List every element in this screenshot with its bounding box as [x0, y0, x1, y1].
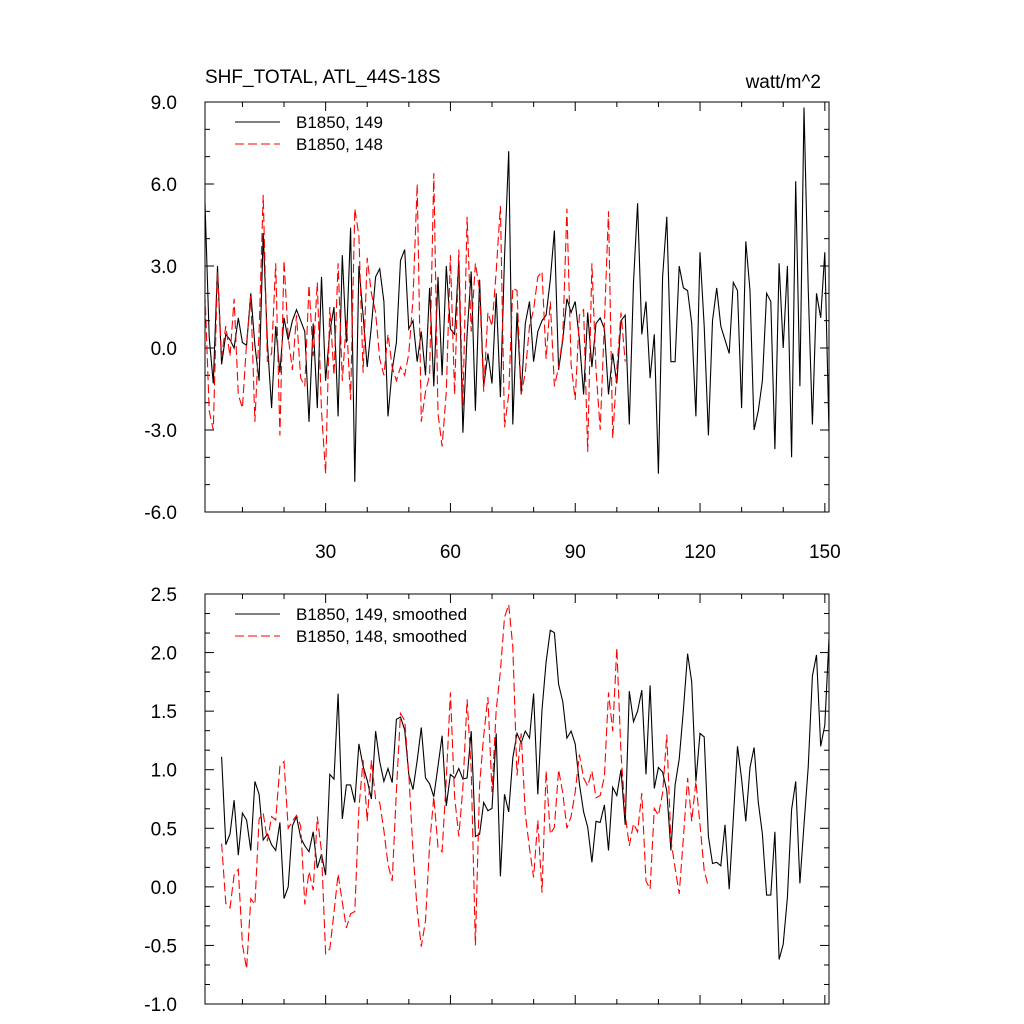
y-tick-label: 0.5	[151, 819, 177, 840]
x-tick-label: 60	[440, 542, 461, 563]
y-tick-label: 0.0	[151, 878, 177, 899]
x-tick-label: 30	[315, 542, 336, 563]
x-tick-label: 120	[684, 542, 716, 563]
legend-label: B1850, 148	[296, 135, 383, 154]
chart-top-panel: -6.0 -3.0 0.0 3.0 6.0 9.0 30 60 90 120 150 SHF_TOTA…	[144, 67, 840, 563]
series-line-red	[205, 173, 626, 474]
legend-label: B1850, 149	[296, 113, 383, 132]
plot-frame	[204, 101, 830, 513]
legend-label: B1850, 149, smoothed	[296, 605, 467, 624]
y-tick-label: 0.0	[151, 339, 177, 360]
y-tick-label: 6.0	[151, 175, 177, 196]
y-tick-label: 2.5	[151, 585, 177, 606]
y-tick-label: 9.0	[151, 93, 177, 114]
y-tick-label: 3.0	[151, 257, 177, 278]
legend-label: B1850, 148, smoothed	[296, 627, 467, 646]
series-line-black	[221, 629, 829, 960]
y-tick-label: -6.0	[144, 503, 177, 524]
y-tick-label: -1.0	[144, 995, 177, 1016]
chart-bottom-panel: -1.0 -0.5 0.0 0.5 1.0 1.5 2.0 2.5 B1850, 149, sm…	[144, 585, 830, 1016]
series-line-red	[221, 604, 709, 969]
x-tick-label: 150	[809, 542, 841, 563]
series-line-black	[205, 107, 829, 482]
y-tick-label: -0.5	[144, 936, 177, 957]
plot-frame	[204, 593, 830, 1005]
x-tick-label: 90	[565, 542, 586, 563]
y-tick-label: 1.0	[151, 761, 177, 782]
y-tick-label: -3.0	[144, 421, 177, 442]
units-label: watt/m^2	[745, 72, 821, 93]
y-tick-label: 1.5	[151, 702, 177, 723]
y-tick-label: 2.0	[151, 644, 177, 665]
chart-title: SHF_TOTAL, ATL_44S-18S	[205, 67, 441, 88]
